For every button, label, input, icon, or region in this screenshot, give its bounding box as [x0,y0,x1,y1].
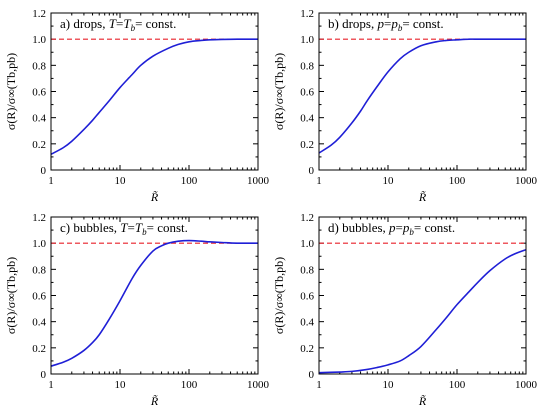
y-tick-label: 0.6 [32,291,46,303]
panel-c: 1 10 100 1000 0 0.2 0.4 0.6 0.8 1.0 1.2 c) bubbles,… [4,212,270,408]
y-tick-label: 1.0 [32,34,46,46]
x-tick-label: 10 [115,379,127,391]
x-tick-label: 100 [449,175,466,187]
series-line [51,38,258,156]
axes-frame [318,12,527,171]
panel-b: 1 10 100 1000 0 0.2 0.4 0.6 0.8 1.0 1.2 b) drops, p… [272,8,538,204]
x-minor-ticks [71,13,256,170]
y-tick-label: 0 [309,369,315,381]
y-tick-label: 0.2 [300,343,314,355]
y-tick-label: 0 [309,165,315,177]
x-axis-label: R̃ [418,190,427,204]
x-tick-label: 1000 [515,379,538,391]
series-line [319,38,526,154]
y-tick-label: 0.8 [32,60,46,72]
y-tick-label: 1.2 [32,212,46,224]
y-tick-label: 0.4 [32,113,46,125]
y-tick-label: 1.0 [32,238,46,250]
axes-frame [50,216,259,375]
y-tick-label: 1.2 [300,8,314,20]
x-tick-label: 10 [383,175,395,187]
x-tick-label: 100 [181,379,198,391]
y-tick-label: 1.2 [300,212,314,224]
panel-title: d) bubbles, p=pb= const. [328,220,455,237]
series-line [51,239,258,367]
x-tick-label: 1 [48,175,54,187]
y-tick-label: 0.4 [300,113,314,125]
y-axis-label: σ(R)/σ∞(Tb,pb) [4,257,18,334]
y-tick-label: 0.2 [32,139,46,151]
x-tick-label: 1 [316,379,322,391]
x-tick-label: 1 [48,379,54,391]
y-axis-label: σ(R)/σ∞(Tb,pb) [272,53,286,130]
y-tick-label: 0.4 [300,317,314,329]
y-tick-label: 1.2 [32,8,46,20]
panel-title: a) drops, T=Tb= const. [60,16,176,33]
y-tick-label: 0.6 [32,87,46,99]
x-tick-label: 100 [181,175,198,187]
series-line [319,248,526,374]
x-axis-label: R̃ [150,190,159,204]
x-tick-label: 10 [383,379,395,391]
x-tick-label: 100 [449,379,466,391]
y-tick-label: 0 [41,369,47,381]
x-minor-ticks [339,13,524,170]
y-tick-label: 0.2 [300,139,314,151]
panel-a: 1 10 100 1000 0 0.2 0.4 0.6 0.8 1.0 1.2 a) drops, T… [4,8,270,204]
x-minor-ticks [339,217,524,374]
panel-title: b) drops, p=pb= const. [328,16,444,33]
panel-title: c) bubbles, T=Tb= const. [60,220,188,237]
x-tick-label: 1 [316,175,322,187]
x-axis-label: R̃ [150,394,159,408]
axes-frame [318,216,527,375]
y-tick-label: 0.4 [32,317,46,329]
x-tick-label: 1000 [247,379,270,391]
y-tick-label: 0.6 [300,291,314,303]
y-tick-label: 1.0 [300,34,314,46]
x-minor-ticks [71,217,256,374]
y-tick-label: 0.8 [300,264,314,276]
y-tick-label: 0.6 [300,87,314,99]
y-tick-label: 0.2 [32,343,46,355]
y-tick-label: 1.0 [300,238,314,250]
axes-frame [50,12,259,171]
y-tick-label: 0.8 [300,60,314,72]
x-tick-label: 10 [115,175,127,187]
y-tick-label: 0 [41,165,47,177]
y-axis-label: σ(R)/σ∞(Tb,pb) [4,53,18,130]
panel-d: 1 10 100 1000 0 0.2 0.4 0.6 0.8 1.0 1.2 d) bubbles,… [272,212,538,408]
x-tick-label: 1000 [515,175,538,187]
x-tick-label: 1000 [247,175,270,187]
x-axis-label: R̃ [418,394,427,408]
y-tick-label: 0.8 [32,264,46,276]
y-axis-label: σ(R)/σ∞(Tb,pb) [272,257,286,334]
